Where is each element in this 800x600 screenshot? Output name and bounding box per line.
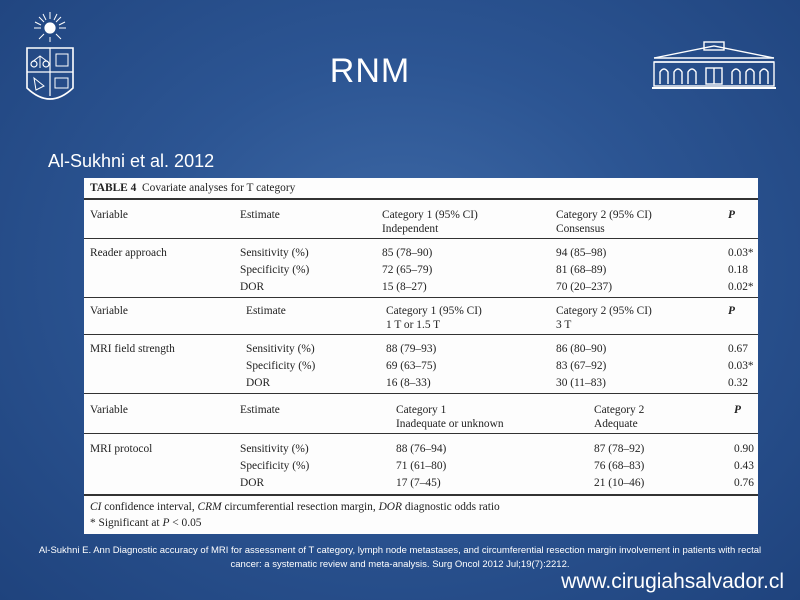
cell-category-2: 94 (85–98) [556,247,607,259]
cell-category-2: 21 (10–46) [594,477,645,489]
hospital-building-logo [652,41,776,89]
cell-estimate: DOR [240,281,265,293]
column-header-p: P [728,209,735,221]
cell-p-value: 0.03* [728,360,754,372]
column-header-estimate: Estimate [246,305,286,317]
cell-estimate: Sensitivity (%) [246,343,315,355]
column-header-estimate: Estimate [240,404,280,416]
abbreviations-note: CI confidence interval, CRM circumferent… [90,501,500,513]
cell-estimate: Sensitivity (%) [240,443,309,455]
column-subheader-category-2: Adequate [594,418,638,430]
cell-category-1: 71 (61–80) [396,460,447,472]
cell-p-value: 0.02* [728,281,754,293]
website-url: www.cirugiahsalvador.cl [561,570,784,593]
row-group-label: MRI protocol [90,443,153,455]
table-rule [84,238,758,239]
cell-category-1: 69 (63–75) [386,360,437,372]
column-subheader-category-1: Independent [382,223,439,235]
column-header-category-2: Category 2 (95% CI) [556,209,652,221]
column-header-category-1: Category 1 (95% CI) [386,305,482,317]
cell-category-1: 17 (7–45) [396,477,441,489]
column-header-variable: Variable [90,209,128,221]
cell-p-value: 0.90 [734,443,754,455]
cell-category-2: 76 (68–83) [594,460,645,472]
cell-category-2: 81 (68–89) [556,264,607,276]
cell-category-1: 88 (76–94) [396,443,447,455]
cell-estimate: Sensitivity (%) [240,247,309,259]
cell-estimate: DOR [240,477,265,489]
cell-category-1: 88 (79–93) [386,343,437,355]
column-header-category-2: Category 2 (95% CI) [556,305,652,317]
cell-estimate: Specificity (%) [240,460,310,472]
cell-estimate: Specificity (%) [240,264,310,276]
cell-estimate: Specificity (%) [246,360,316,372]
cell-category-2: 30 (11–83) [556,377,606,389]
cell-p-value: 0.03* [728,247,754,259]
cell-p-value: 0.76 [734,477,754,489]
table-rule [84,494,758,496]
cell-p-value: 0.43 [734,460,754,472]
cell-category-2: 70 (20–237) [556,281,612,293]
column-header-estimate: Estimate [240,209,280,221]
covariate-analysis-table: TABLE 4 Covariate analyses for T categor… [84,178,758,534]
cell-category-1: 16 (8–33) [386,377,431,389]
table-title: TABLE 4 Covariate analyses for T categor… [90,182,296,194]
cell-p-value: 0.32 [728,377,748,389]
column-header-p: P [728,305,735,317]
university-seal-logo [26,12,74,100]
column-subheader-category-2: Consensus [556,223,605,235]
column-header-p: P [734,404,741,416]
cell-category-2: 86 (80–90) [556,343,607,355]
row-group-label: MRI field strength [90,343,175,355]
cell-estimate: DOR [246,377,271,389]
cell-category-2: 83 (67–92) [556,360,607,372]
column-header-category-1: Category 1 [396,404,447,416]
column-header-variable: Variable [90,404,128,416]
cell-p-value: 0.67 [728,343,748,355]
cell-category-1: 85 (78–90) [382,247,433,259]
cell-p-value: 0.18 [728,264,748,276]
reference-footnote: Al-Sukhni E. Ann Diagnostic accuracy of … [38,545,762,570]
cell-category-1: 15 (8–27) [382,281,427,293]
cell-category-1: 72 (65–79) [382,264,433,276]
table-rule [84,297,758,298]
column-subheader-category-1: Inadequate or unknown [396,418,504,430]
table-rule [84,393,758,394]
table-rule [84,433,758,434]
column-header-category-2: Category 2 [594,404,645,416]
column-header-category-1: Category 1 (95% CI) [382,209,478,221]
citation-heading: Al-Sukhni et al. 2012 [48,151,215,171]
slide-title: RNM [329,52,411,90]
table-rule [84,334,758,335]
cell-category-2: 87 (78–92) [594,443,645,455]
significance-note: * Significant at P < 0.05 [90,517,202,529]
row-group-label: Reader approach [90,247,167,259]
column-subheader-category-2: 3 T [556,319,572,331]
column-subheader-category-1: 1 T or 1.5 T [386,319,441,331]
column-header-variable: Variable [90,305,128,317]
table-rule [84,198,758,200]
